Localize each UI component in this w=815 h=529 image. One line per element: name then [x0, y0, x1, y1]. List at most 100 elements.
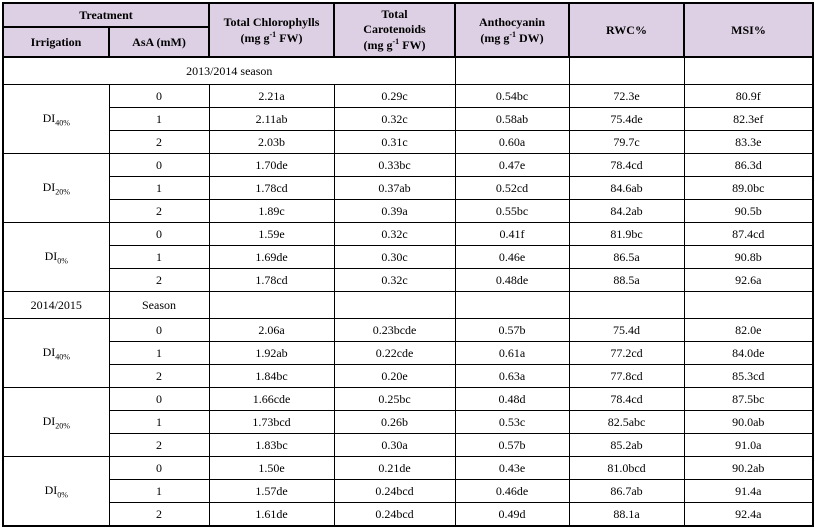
value-cell: 2.11ab [208, 107, 335, 131]
value-cell: 2.21a [208, 84, 335, 108]
header-rwc: RWC% [568, 2, 686, 58]
table-row: 2 1.83bc 0.30a 0.57b 85.2ab 91.0a [3, 433, 814, 457]
irrigation-cell: DI40% [2, 84, 110, 154]
value-cell: 0.20e [333, 364, 456, 388]
value-cell: 0.63a [454, 364, 570, 388]
table-row: 1 2.11ab 0.32c 0.58ab 75.4de 82.3ef [3, 107, 814, 131]
header-msi: MSI% [683, 2, 815, 58]
asa-cell: 0 [108, 387, 210, 411]
table-row: 1 1.57de 0.24bcd 0.46de 86.7ab 91.4a [3, 479, 814, 503]
value-cell: 0.32c [333, 222, 456, 246]
asa-cell: 1 [108, 479, 210, 503]
value-cell: 0.52cd [454, 176, 570, 200]
value-cell: 0.22cde [333, 341, 456, 365]
value-cell: 0.33bc [333, 153, 456, 177]
carotenoids-title-line1: Total [381, 7, 408, 21]
value-cell: 82.5abc [568, 410, 685, 434]
season-label-word: Season [108, 291, 210, 319]
value-cell: 0.46e [454, 245, 570, 269]
value-cell: 0.25bc [333, 387, 456, 411]
empty-cell [683, 56, 814, 85]
value-cell: 1.84bc [208, 364, 335, 388]
value-cell: 1.59e [208, 222, 335, 246]
value-cell: 0.61a [454, 341, 570, 365]
value-cell: 0.32c [333, 107, 456, 131]
asa-cell: 0 [108, 318, 210, 342]
value-cell: 72.3e [568, 84, 685, 108]
value-cell: 0.41f [454, 222, 570, 246]
value-cell: 90.2ab [683, 456, 814, 480]
value-cell: 0.60a [454, 130, 570, 154]
table-row: DI40% 0 2.06a 0.23bcde 0.57b 75.4d 82.0e [2, 318, 814, 388]
value-cell: 77.2cd [568, 341, 685, 365]
asa-cell: 0 [108, 456, 210, 480]
anthocyanin-title: Anthocyanin [479, 14, 546, 29]
header-irrigation: Irrigation [2, 26, 110, 58]
table-row: 1 1.78cd 0.37ab 0.52cd 84.6ab 89.0bc [3, 176, 814, 200]
value-cell: 0.30a [333, 433, 456, 457]
value-cell: 0.57b [454, 433, 570, 457]
value-cell: 83.3e [683, 130, 814, 154]
value-cell: 82.0e [683, 318, 814, 342]
irrigation-cell: DI0% [2, 456, 110, 527]
empty-cell [333, 291, 456, 319]
table-row: DI20% 0 1.70de 0.33bc 0.47e 78.4cd 86.3d [2, 153, 814, 223]
asa-cell: 2 [108, 433, 210, 457]
value-cell: 81.9bc [568, 222, 685, 246]
table-row: 1 1.92ab 0.22cde 0.61a 77.2cd 84.0de [3, 341, 814, 365]
asa-cell: 0 [108, 222, 210, 246]
table-row: DI20% 0 1.66cde 0.25bc 0.48d 78.4cd 87.5bc [2, 387, 814, 457]
table-row: 1 1.69de 0.30c 0.46e 86.5a 90.8b [3, 245, 814, 269]
table-row: 1 1.73bcd 0.26b 0.53c 82.5abc 90.0ab [3, 410, 814, 434]
table-row: DI40% 0 2.21a 0.29c 0.54bc 72.3e 80.9f [2, 84, 814, 154]
value-cell: 0.39a [333, 199, 456, 223]
value-cell: 90.0ab [683, 410, 814, 434]
asa-cell: 0 [108, 84, 210, 108]
value-cell: 1.70de [208, 153, 335, 177]
value-cell: 78.4cd [568, 153, 685, 177]
value-cell: 92.4a [683, 502, 814, 527]
table-row: 2 1.61de 0.24bcd 0.49d 88.1a 92.4a [3, 502, 814, 527]
value-cell: 84.2ab [568, 199, 685, 223]
value-cell: 0.32c [333, 268, 456, 292]
value-cell: 85.3cd [683, 364, 814, 388]
header-anthocyanin: Anthocyanin (mg g-1 DW) [454, 2, 571, 58]
anthocyanin-unit: (mg g-1 DW) [480, 29, 544, 45]
value-cell: 1.73bcd [208, 410, 335, 434]
empty-cell [568, 291, 685, 319]
irrigation-cell: DI20% [2, 153, 110, 223]
value-cell: 79.7c [568, 130, 685, 154]
asa-cell: 2 [108, 130, 210, 154]
season-label-year: 2014/2015 [2, 291, 110, 319]
header-row-1: Treatment Total Chlorophylls (mg g-1 FW)… [1, 2, 815, 58]
value-cell: 75.4d [568, 318, 685, 342]
header-row-2: Irrigation AsA (mM) [2, 26, 813, 58]
asa-cell: 1 [108, 107, 210, 131]
asa-cell: 1 [108, 341, 210, 365]
value-cell: 1.50e [208, 456, 335, 480]
asa-cell: 1 [108, 410, 210, 434]
value-cell: 1.69de [208, 245, 335, 269]
value-cell: 1.89c [208, 199, 335, 223]
empty-cell [454, 56, 570, 85]
empty-cell [454, 291, 570, 319]
asa-cell: 1 [108, 245, 210, 269]
value-cell: 85.2ab [568, 433, 685, 457]
value-cell: 0.55bc [454, 199, 570, 223]
value-cell: 88.1a [568, 502, 685, 527]
value-cell: 0.24bcd [333, 502, 456, 527]
value-cell: 1.57de [208, 479, 335, 503]
chlorophylls-unit: (mg g-1 FW) [240, 29, 303, 45]
carotenoids-unit: (mg g-1 FW) [363, 37, 426, 52]
value-cell: 1.92ab [208, 341, 335, 365]
value-cell: 0.57b [454, 318, 570, 342]
value-cell: 91.0a [683, 433, 814, 457]
value-cell: 0.23bcde [333, 318, 456, 342]
header-asa: AsA (mM) [107, 26, 211, 58]
value-cell: 0.47e [454, 153, 570, 177]
value-cell: 2.06a [208, 318, 335, 342]
empty-cell [568, 56, 685, 85]
table-row: DI0% 0 1.59e 0.32c 0.41f 81.9bc 87.4cd [2, 222, 814, 292]
